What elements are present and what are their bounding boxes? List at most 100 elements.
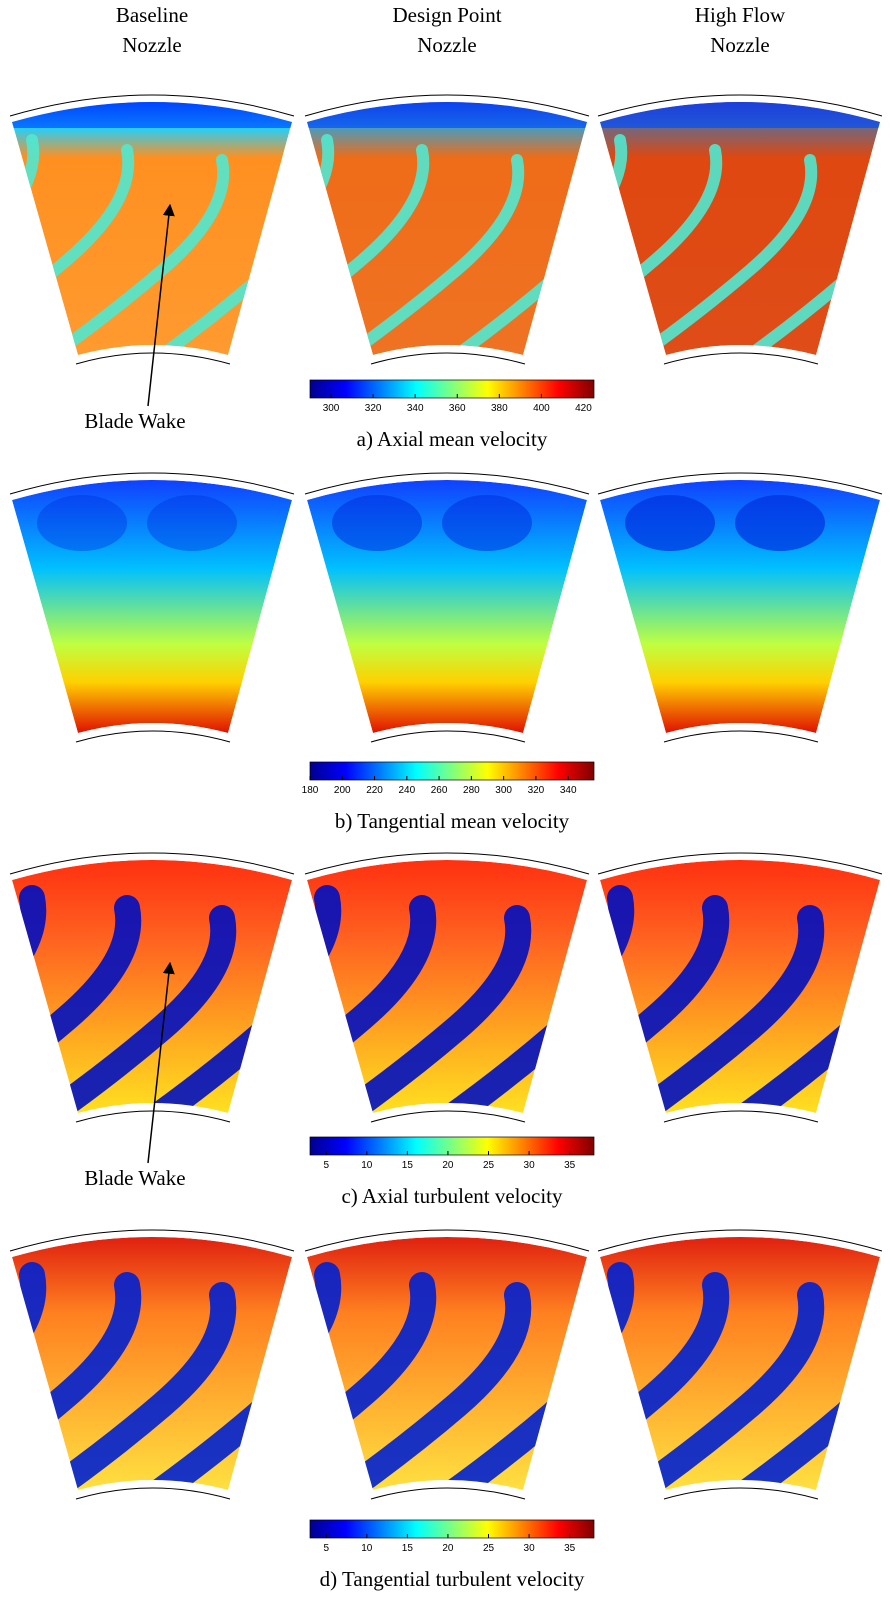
wake-stripe (307, 1282, 532, 1490)
outer-arc (597, 852, 883, 875)
outer-arc (9, 94, 295, 117)
wake-stripe (307, 154, 525, 355)
wake-stripe (600, 144, 723, 355)
blob (735, 495, 825, 551)
dark-overlay (307, 102, 587, 355)
colorbar-tick-label: 380 (491, 403, 508, 414)
panel-caption: a) Axial mean velocity (357, 427, 548, 451)
wake-stripe (12, 885, 47, 1113)
wake-stripe (12, 1262, 47, 1490)
outer-arc (9, 1229, 295, 1252)
colorbar-tick-label: 30 (524, 1543, 536, 1554)
outer-arc (304, 94, 590, 117)
outer-arc (597, 472, 883, 495)
outer-arc (304, 852, 590, 875)
column-header: High Flow (695, 3, 786, 27)
contour-field (12, 1237, 292, 1490)
colorbar-tick-label: 200 (334, 785, 351, 796)
wake-stripe (600, 154, 818, 355)
inner-arc (370, 1487, 526, 1500)
outer-arc (597, 94, 883, 117)
colorbar-tick-label: 240 (398, 785, 415, 796)
wake-stripe (307, 134, 335, 355)
inner-arc (75, 1110, 231, 1123)
colorbar-tick-label: 15 (402, 1160, 414, 1171)
colorbar (309, 1136, 595, 1156)
wake-stripe (12, 1282, 237, 1490)
top-band (12, 102, 292, 128)
colorbar-tick-label: 340 (407, 403, 424, 414)
annotation: Blade Wake (84, 409, 185, 433)
inner-arc (75, 1487, 231, 1500)
colorbar-tick-label: 20 (442, 1543, 454, 1554)
wake-stripe (307, 144, 430, 355)
inner-arc (663, 1110, 819, 1123)
colorbar-tick-label: 25 (483, 1160, 495, 1171)
dark-overlay (600, 102, 880, 355)
blob (442, 495, 532, 551)
wake-stripe (12, 144, 135, 355)
wake-stripe (307, 1272, 437, 1490)
contour-field (307, 1237, 587, 1490)
colorbar-tick-label: 280 (463, 785, 480, 796)
colorbar-tick-label: 300 (323, 403, 340, 414)
wake-stripe (600, 885, 635, 1113)
contour-field (12, 480, 292, 733)
colorbar-tick-label: 340 (560, 785, 577, 796)
colorbar-tick-label: 35 (564, 1543, 576, 1554)
colorbar-tick-label: 300 (495, 785, 512, 796)
outer-arc (304, 472, 590, 495)
colorbar-tick-label: 35 (564, 1160, 576, 1171)
contour-plot (600, 480, 880, 733)
inner-arc (370, 352, 526, 365)
colorbar-tick-label: 30 (524, 1160, 536, 1171)
colorbar-tick-label: 360 (449, 403, 466, 414)
contour-field (600, 860, 880, 1113)
outer-arc (9, 472, 295, 495)
column-header: Baseline (116, 3, 188, 27)
column-header: Nozzle (417, 33, 476, 57)
inner-arc (663, 352, 819, 365)
colorbar-tick-label: 260 (431, 785, 448, 796)
contour-plot (12, 480, 292, 733)
wake-stripe (307, 905, 532, 1113)
colorbar-tick-label: 420 (575, 403, 592, 414)
wake-stripe (307, 895, 437, 1113)
wake-stripe (600, 134, 628, 355)
colorbar-tick-label: 320 (365, 403, 382, 414)
wake-stripe (12, 1272, 142, 1490)
wake-stripe (12, 154, 230, 355)
colorbar-tick-label: 5 (323, 1543, 329, 1554)
wake-stripe (12, 895, 142, 1113)
colorbar-tick-label: 15 (402, 1543, 414, 1554)
outer-arc (9, 852, 295, 875)
colorbar-tick-label: 25 (483, 1543, 495, 1554)
top-band (600, 102, 880, 128)
annotation: Blade Wake (84, 1166, 185, 1190)
wake-stripe (600, 1282, 825, 1490)
panel-caption: b) Tangential mean velocity (335, 809, 570, 833)
colorbar-tick-label: 180 (302, 785, 319, 796)
wake-stripe (600, 1272, 730, 1490)
colorbar-tick-label: 10 (361, 1543, 373, 1554)
contour-field (307, 860, 587, 1113)
wake-stripe (12, 905, 237, 1113)
outer-arc (597, 1229, 883, 1252)
wake-stripe (307, 885, 342, 1113)
contour-plot (307, 480, 587, 733)
colorbar-tick-label: 20 (442, 1160, 454, 1171)
column-header: Nozzle (122, 33, 181, 57)
wake-stripe (307, 1262, 342, 1490)
column-header: Nozzle (710, 33, 769, 57)
panel-caption: d) Tangential turbulent velocity (320, 1567, 585, 1591)
contour-field (600, 1237, 880, 1490)
annotation-arrow (147, 203, 175, 407)
inner-arc (75, 352, 231, 365)
colorbar (309, 761, 595, 781)
colorbar (309, 379, 595, 399)
outer-arc (304, 1229, 590, 1252)
wake-stripe (600, 895, 730, 1113)
contour-plot (600, 102, 880, 355)
